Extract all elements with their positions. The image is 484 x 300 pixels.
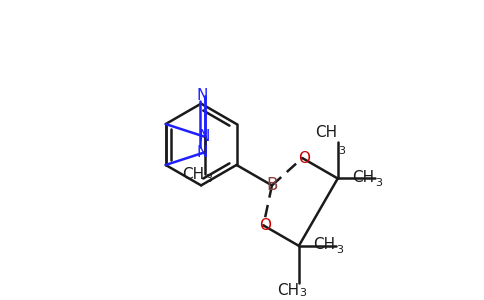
Text: O: O — [259, 218, 271, 233]
Text: 3: 3 — [205, 174, 212, 184]
Text: O: O — [298, 151, 310, 166]
Text: 3: 3 — [299, 288, 306, 298]
Text: 3: 3 — [336, 245, 343, 255]
Text: CH: CH — [277, 283, 299, 298]
Text: CH: CH — [182, 167, 205, 182]
Text: 3: 3 — [338, 146, 345, 156]
Text: B: B — [266, 176, 278, 194]
Text: CH: CH — [314, 237, 335, 252]
Text: N: N — [199, 129, 210, 144]
Text: N: N — [197, 145, 208, 160]
Text: N: N — [197, 88, 208, 103]
Text: CH: CH — [316, 125, 338, 140]
Text: 3: 3 — [375, 178, 382, 188]
Text: CH: CH — [352, 170, 375, 185]
